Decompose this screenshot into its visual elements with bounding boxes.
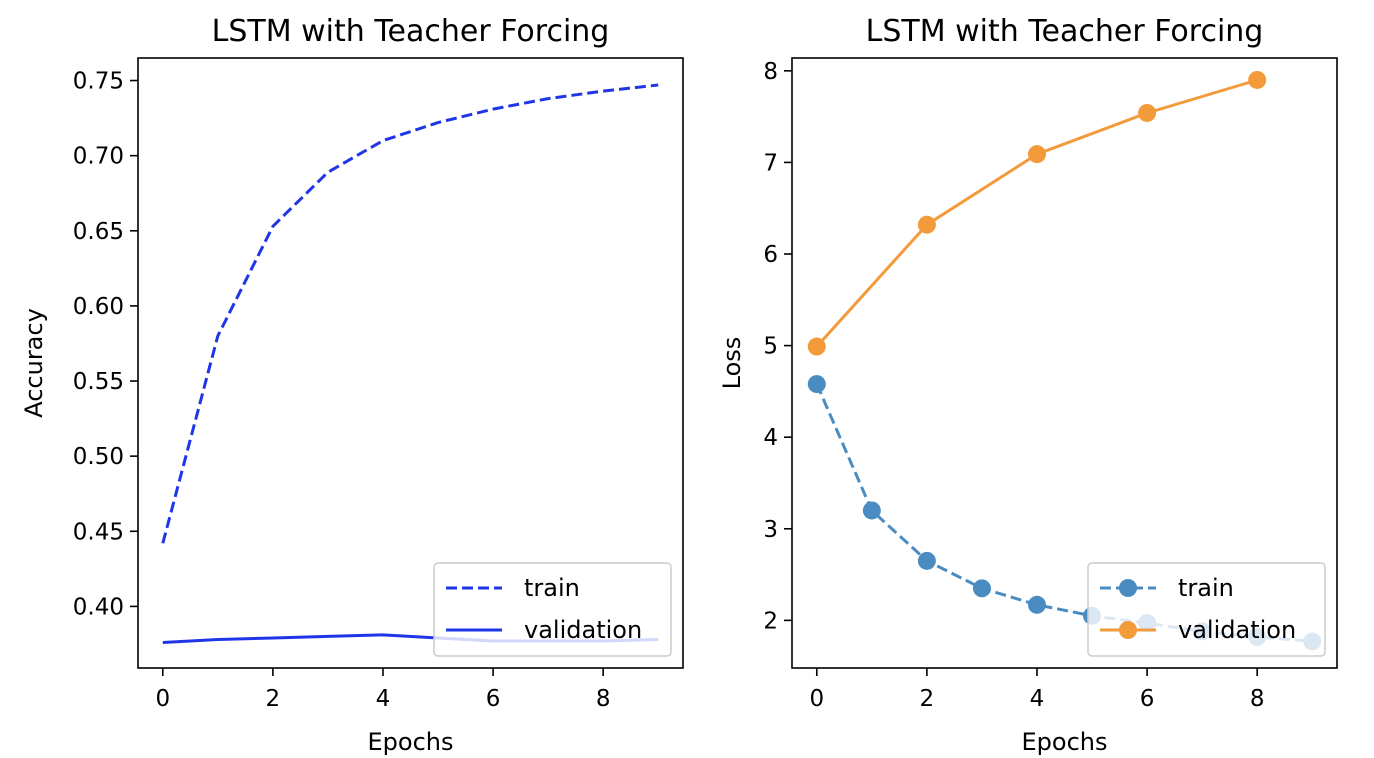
- accuracy-plot-frame: [137, 57, 684, 669]
- accuracy-y-tick-label: 0.60: [73, 294, 124, 320]
- accuracy-x-tick-label: 2: [266, 686, 281, 712]
- loss-y-tick-label: 7: [763, 150, 778, 176]
- loss-legend-validation-marker: [1119, 621, 1137, 639]
- accuracy-legend-box: [433, 562, 672, 657]
- accuracy-x-axis-label: Epochs: [368, 728, 454, 756]
- loss-legend-keys: [1100, 579, 1156, 639]
- accuracy-chart-title: LSTM with Teacher Forcing: [212, 14, 610, 49]
- loss-legend-train-marker: [1119, 579, 1137, 597]
- accuracy-x-tick-label: 0: [155, 686, 170, 712]
- accuracy-chart: LSTM with Teacher Forcing Epochs Accurac…: [20, 14, 684, 756]
- accuracy-y-tick-label: 0.50: [73, 444, 124, 470]
- accuracy-y-axis-label: Accuracy: [20, 308, 48, 418]
- loss-validation-point: [807, 337, 826, 356]
- loss-plot-frame: [791, 57, 1338, 669]
- loss-x-tick-label: 8: [1250, 686, 1265, 712]
- loss-train-point: [917, 551, 936, 570]
- loss-y-axis-label: Loss: [718, 337, 746, 390]
- accuracy-axis-ticks: 0 2 4 6 8 0.40 0.45 0.50 0.55 0.60 0.65 0.70 0.75: [73, 69, 611, 712]
- loss-x-tick-label: 2: [920, 686, 935, 712]
- accuracy-x-tick-label: 4: [376, 686, 391, 712]
- loss-y-tick-label: 4: [763, 425, 778, 451]
- loss-legend-box: [1087, 562, 1326, 657]
- loss-validation-point: [917, 215, 936, 234]
- accuracy-y-tick-label: 0.75: [73, 69, 124, 95]
- loss-validation-point: [1138, 103, 1157, 122]
- accuracy-x-tick-label: 6: [486, 686, 501, 712]
- loss-legend-validation-label: validation: [1178, 616, 1296, 644]
- accuracy-train-line: [161, 83, 659, 544]
- loss-validation-point: [1248, 70, 1267, 89]
- loss-train-point: [1027, 595, 1046, 614]
- loss-y-tick-label: 2: [763, 608, 778, 634]
- loss-x-tick-label: 6: [1140, 686, 1155, 712]
- accuracy-legend-train-label: train: [524, 574, 580, 602]
- accuracy-legend-keys: [446, 586, 502, 632]
- loss-y-tick-label: 8: [763, 59, 778, 85]
- loss-legend-train-label: train: [1178, 574, 1234, 602]
- loss-train-line: [815, 383, 1313, 643]
- loss-y-tick-label: 6: [763, 242, 778, 268]
- accuracy-y-tick-label: 0.45: [73, 519, 124, 545]
- loss-axis-ticks: 0 2 4 6 8 2 3 4 5 6 7 8: [763, 59, 1264, 712]
- loss-y-tick-label: 3: [763, 517, 778, 543]
- loss-x-tick-label: 4: [1030, 686, 1045, 712]
- loss-train-point: [862, 501, 881, 520]
- accuracy-y-tick-label: 0.55: [73, 369, 124, 395]
- loss-y-tick-label: 5: [763, 334, 778, 360]
- accuracy-legend: train validation: [433, 562, 672, 657]
- loss-train-point: [807, 375, 826, 394]
- accuracy-x-tick-label: 8: [596, 686, 611, 712]
- loss-chart-title: LSTM with Teacher Forcing: [866, 14, 1264, 49]
- loss-legend: train validation: [1087, 562, 1326, 657]
- loss-train-point: [972, 579, 991, 598]
- accuracy-y-tick-label: 0.65: [73, 219, 124, 245]
- loss-x-tick-label: 0: [809, 686, 824, 712]
- loss-x-axis-label: Epochs: [1022, 728, 1108, 756]
- accuracy-legend-validation-label: validation: [524, 616, 642, 644]
- loss-chart: LSTM with Teacher Forcing Epochs Loss 0 2…: [718, 14, 1338, 756]
- accuracy-y-tick-label: 0.70: [73, 144, 124, 170]
- accuracy-y-tick-label: 0.40: [73, 594, 124, 620]
- loss-validation-point: [1027, 145, 1046, 164]
